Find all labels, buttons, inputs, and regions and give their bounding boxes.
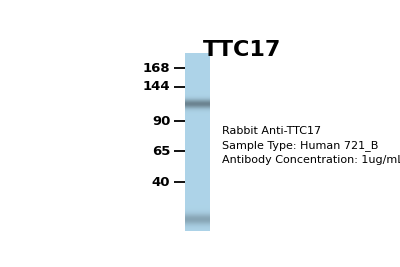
Text: TTC17: TTC17 bbox=[203, 40, 281, 60]
Text: 168: 168 bbox=[143, 61, 170, 74]
Text: 144: 144 bbox=[143, 80, 170, 93]
Text: Antibody Concentration: 1ug/mL: Antibody Concentration: 1ug/mL bbox=[222, 155, 400, 164]
Text: Sample Type: Human 721_B: Sample Type: Human 721_B bbox=[222, 140, 378, 151]
Text: 65: 65 bbox=[152, 145, 170, 158]
Text: 90: 90 bbox=[152, 115, 170, 128]
Text: Rabbit Anti-TTC17: Rabbit Anti-TTC17 bbox=[222, 126, 321, 136]
Text: 40: 40 bbox=[152, 176, 170, 189]
